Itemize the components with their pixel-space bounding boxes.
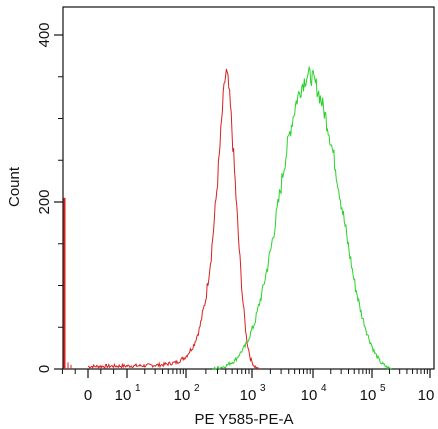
x-tick-exponent: 5: [380, 383, 386, 394]
series-layer: [63, 65, 392, 371]
y-tick-label: 0: [36, 365, 53, 373]
x-tick-label: 10: [240, 387, 257, 404]
x-tick-exponent: 2: [194, 383, 200, 394]
series-0-line: [87, 68, 259, 371]
x-tick-label: 10: [115, 387, 132, 404]
y-axis-ticks: 0 200 400: [36, 22, 63, 373]
x-tick-exponent: 4: [321, 383, 327, 394]
y-tick-label: 400: [36, 22, 53, 47]
y-axis-title: Count: [6, 166, 23, 207]
x-tick-exponent: 3: [260, 383, 266, 394]
x-tick-label: 10: [174, 387, 191, 404]
x-tick-label: 10: [301, 387, 318, 404]
series-1-line: [212, 65, 392, 371]
x-tick-label: 10: [418, 387, 435, 404]
x-axis-major-ticks: 0101102103104105106: [84, 369, 435, 404]
y-tick-label: 200: [36, 189, 53, 214]
x-tick-exponent: 1: [135, 383, 141, 394]
x-tick-label: 10: [360, 387, 377, 404]
x-axis-title: PE Y585-PE-A: [195, 411, 294, 428]
x-tick-label: 0: [84, 387, 92, 404]
x-axis-minor-ticks: [61, 369, 428, 374]
plot-frame: [62, 6, 435, 370]
